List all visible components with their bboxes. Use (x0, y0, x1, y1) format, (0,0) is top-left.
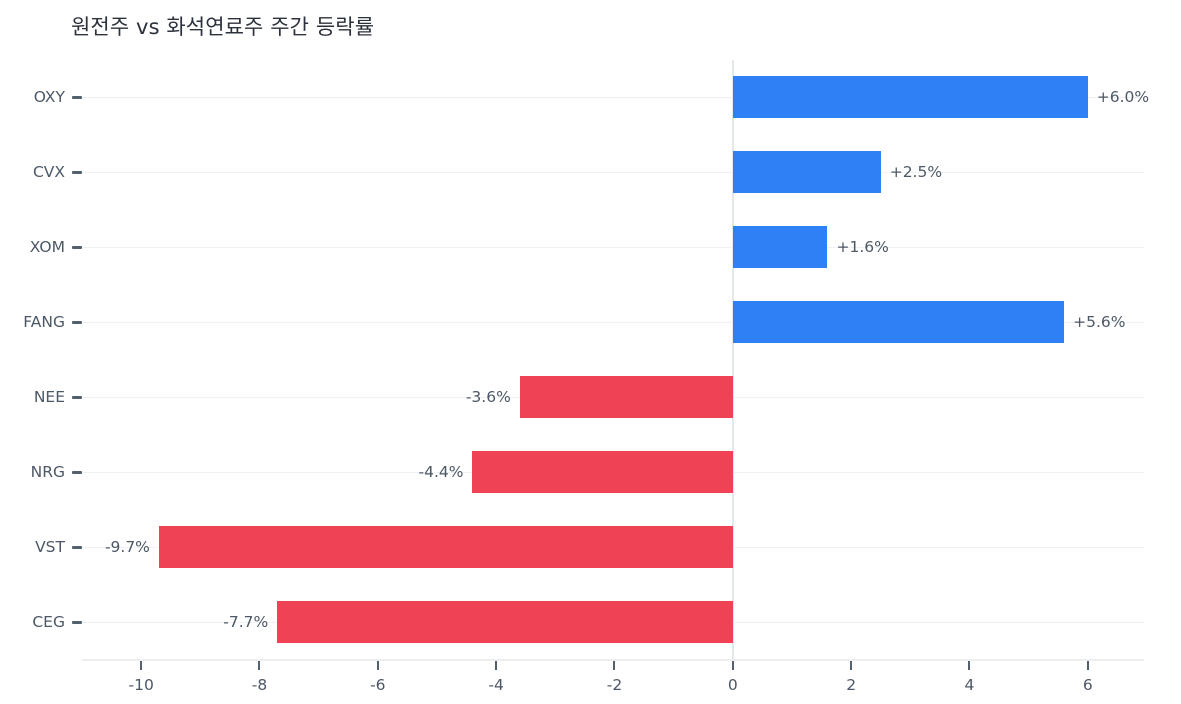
gridline (82, 247, 1144, 248)
x-tick-mark (968, 661, 971, 670)
y-tick-label-oxy: OXY (33, 88, 65, 107)
bar-value-label-nrg: -4.4% (418, 462, 464, 481)
gridline (82, 322, 1144, 323)
bar-value-label-cvx: +2.5% (889, 163, 943, 182)
x-tick-label-4: 4 (964, 676, 975, 694)
y-tick-mark (72, 620, 82, 624)
x-tick-label-neg8: -8 (251, 676, 268, 694)
bar-oxy[interactable] (732, 76, 1088, 119)
x-tick-label-6: 6 (1082, 676, 1093, 694)
y-tick-label-cvx: CVX (32, 163, 65, 182)
bar-value-label-oxy: +6.0% (1096, 88, 1150, 107)
x-axis-line (82, 659, 1144, 661)
bar-value-label-nee: -3.6% (465, 387, 511, 406)
bar-cvx[interactable] (732, 151, 881, 194)
x-tick-label-neg6: -6 (370, 676, 386, 694)
bar-ceg[interactable] (277, 600, 733, 643)
y-tick-label-vst: VST (35, 537, 65, 556)
x-tick-label-neg10: -10 (128, 676, 154, 694)
gridline (82, 97, 1144, 98)
zero-reference-line (731, 60, 734, 659)
bar-value-label-fang: +5.6% (1073, 313, 1126, 332)
x-tick-mark (731, 661, 734, 670)
bar-xom[interactable] (732, 226, 828, 269)
y-tick-label-fang: FANG (23, 313, 65, 332)
y-tick-mark (72, 470, 82, 474)
bar-nrg[interactable] (472, 450, 733, 493)
x-tick-mark (613, 661, 616, 670)
x-tick-label-0: 0 (727, 676, 738, 694)
y-tick-mark (72, 545, 82, 549)
bar-nee[interactable] (519, 375, 733, 418)
x-tick-mark (850, 661, 853, 670)
bar-value-label-ceg: -7.7% (223, 612, 269, 631)
y-tick-label-nrg: NRG (30, 462, 65, 481)
x-tick-mark (376, 661, 379, 670)
y-tick-label-nee: NEE (33, 387, 65, 406)
chart-title: 원전주 vs 화석연료주 주간 등락률 (71, 15, 375, 39)
plot-area: +6.0% +2.5% +1.6% +5.6% -3.6% -4.4% -9.7% -7.7% (82, 60, 1149, 659)
x-tick-label-neg2: -2 (606, 676, 623, 694)
gridline (82, 172, 1144, 173)
y-tick-mark (72, 96, 82, 100)
bar-vst[interactable] (158, 525, 733, 568)
x-tick-mark (140, 661, 143, 670)
x-tick-label-neg4: -4 (488, 676, 504, 694)
bar-value-label-xom: +1.6% (836, 238, 889, 257)
y-tick-mark (72, 246, 82, 250)
x-tick-mark (495, 661, 498, 670)
x-tick-mark (258, 661, 261, 670)
bar-value-label-vst: -9.7% (104, 537, 150, 556)
x-tick-mark (1086, 661, 1089, 670)
y-tick-label-xom: XOM (29, 238, 65, 257)
y-tick-mark (72, 321, 82, 325)
y-tick-mark (72, 395, 82, 399)
y-tick-mark (72, 171, 82, 175)
x-tick-label-2: 2 (846, 676, 857, 694)
y-tick-label-ceg: CEG (32, 612, 65, 631)
bar-fang[interactable] (732, 301, 1065, 344)
